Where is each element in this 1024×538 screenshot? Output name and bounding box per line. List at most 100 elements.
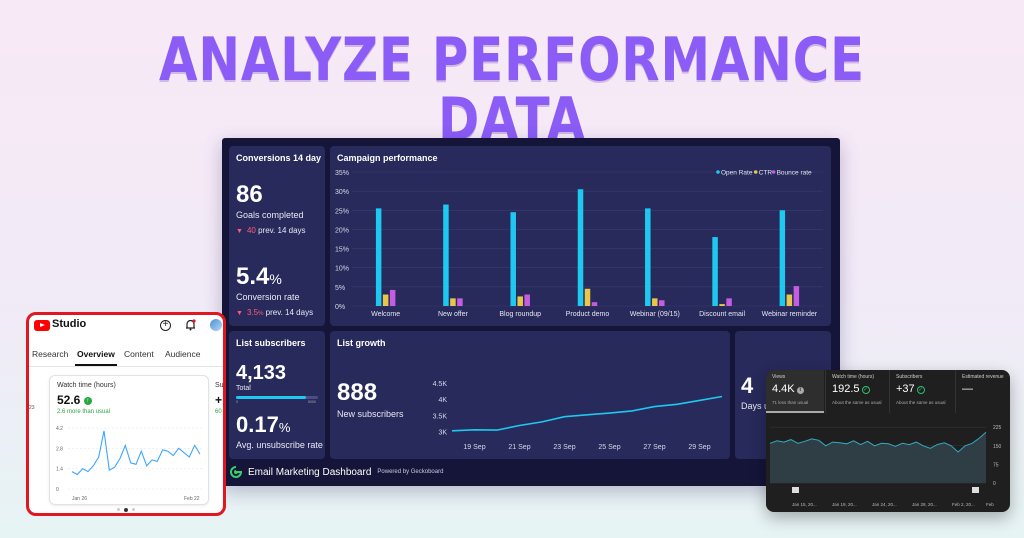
conversions-title: Conversions 14 day [236,153,322,163]
dashboard-footer: Email Marketing Dashboard Powered by Gec… [230,464,443,480]
bar-open-rate [577,189,584,306]
unsub-value-wrap: 0.17% [236,412,290,438]
dark-x-tick: Feb [986,502,994,507]
notification-bell-icon[interactable] [185,319,196,331]
bar-ctr [517,296,523,306]
watch-time-title: Watch time (hours) [57,382,116,389]
bar-y-tick: 35% [335,170,349,177]
video-marker-icon [972,487,979,493]
rate-prev: ▼ 3.5% prev. 14 days [236,308,313,317]
metric-views-value: 4.4K [772,383,795,395]
unsub-value: 0.17 [236,412,279,437]
dark-y-tick: 75 [993,462,999,468]
growth-x-tick: 29 Sep [688,444,710,451]
goals-label: Goals completed [236,210,304,220]
dark-y-tick: 150 [993,444,1002,450]
watch-time-card[interactable]: Watch time (hours) 52.6 ↑ 2.6 more than … [49,375,209,505]
bar-ctr [652,298,658,306]
metric-revenue-value: — [962,383,973,395]
yt-y-tick: 0 [56,487,59,493]
left-edge-mark: 23 [29,405,35,411]
legend-dot [771,170,776,174]
bar-ctr [719,304,725,306]
carousel-dot-active[interactable] [124,508,128,512]
bar-y-tick: 10% [335,266,349,273]
metric-revenue-label: Estimated revenue [962,374,1004,380]
bar-y-tick: 25% [335,208,349,215]
list-growth-chart: 3K 3.5K 4K 4.5K 19 Sep 21 Sep 23 Sep 25 Sep 27 S… [433,381,723,451]
bar-x-label: Product demo [566,311,610,318]
tab-content[interactable]: Content [124,349,154,359]
subscribers-total: 4,133 [236,362,287,384]
watch-time-value-wrap: 52.6 ↑ [57,393,92,407]
next-card-title: Su [215,382,224,389]
bar-open-rate [712,237,718,306]
check-icon: ✓ [861,386,870,394]
growth-x-tick: 27 Sep [643,444,665,451]
bar-x-label: Webinar (09/15) [630,311,680,318]
rate-value: 5.4 [236,263,270,290]
metric-views-note: 71 less than usual [772,400,809,405]
bar-bounce-rate [726,298,732,306]
carousel-dot[interactable] [117,508,120,511]
dark-x-tick: Jan 19, 20... [832,502,857,507]
rate-prev-label: prev. 14 days [265,308,314,317]
bar-bounce-rate [457,298,463,306]
page-headline: ANALYZE PERFORMANCE DATA [159,25,865,155]
subscribers-total-label: Total [236,385,251,392]
avatar[interactable] [210,319,222,331]
email-marketing-dashboard: Conversions 14 day 86 Goals completed ▼ 4… [222,138,840,486]
campaign-title: Campaign performance [337,153,438,163]
bar-bounce-rate [524,294,530,306]
metric-watch-time[interactable]: Watch time (hours) 192.5 ✓ About the same… [825,370,888,413]
legend-label: CTR [759,170,773,177]
bar-open-rate [510,212,516,306]
metric-views[interactable]: Views 4.4K i 71 less than usual [766,370,824,413]
growth-x-tick: 25 Sep [598,444,620,451]
progress-min: 0 [236,400,238,404]
tab-research[interactable]: Research [32,349,69,359]
bar-ctr [382,294,389,306]
goals-prev-value: 40 [246,226,256,235]
bar-bounce-rate [591,302,598,306]
metric-subs-value: +37 [896,383,915,395]
metric-watch-value: 192.5 [832,383,860,395]
subscribers-progress [236,396,318,399]
bar-ctr [584,288,591,306]
dark-x-tick: Jan 28, 20... [912,502,937,507]
tab-overview[interactable]: Overview [77,349,115,359]
watch-time-value: 52.6 [57,393,81,407]
growth-x-tick: 23 Sep [553,444,575,451]
analytics-panel: Views 4.4K i 71 less than usual Watch tim… [766,370,1010,512]
bar-x-label: Welcome [371,311,400,318]
bar-y-tick: 30% [335,189,349,196]
goals-value: 86 [236,181,263,208]
yt-y-tick: 2.8 [56,446,63,452]
active-tab-indicator [75,364,117,366]
days-value: 4 [741,373,754,398]
create-icon[interactable]: + [160,320,171,331]
tab-audience[interactable]: Audience [165,349,201,359]
bar-open-rate [375,208,382,306]
legend-label: Open Rate [721,170,753,177]
carousel-dot[interactable] [132,508,135,511]
unsub-label: Avg. unsubscribe rate [236,440,323,450]
metric-views-value-wrap: 4.4K i [772,383,804,395]
bar-y-tick: 20% [335,227,349,234]
bar-open-rate [443,204,449,306]
yt-y-tick: 4.2 [56,426,63,432]
video-marker-icon [792,487,799,493]
metric-subscribers[interactable]: Subscribers +37 ✓ About the same as usual [889,370,954,413]
dark-x-tick: Jan 24, 20... [872,502,897,507]
metric-revenue[interactable]: Estimated revenue — [955,370,1010,413]
bar-bounce-rate [659,300,665,306]
rate-value-wrap: 5.4% [236,263,282,291]
analytics-area-chart: 225 150 75 0 Jan 15, 20... Jan 19, 20... Jan 2… [769,425,1002,507]
subscribers-title: List subscribers [236,338,306,348]
dark-y-tick: 225 [993,425,1002,431]
studio-logo-text: Studio [52,318,87,330]
campaign-bar-chart: 0% 5% 10% 15% 20% 25% 30% 35% Welcome New offer Bl… [335,170,823,318]
rate-prev-value: 3.5 [246,308,259,317]
legend-label: Bounce rate [777,170,812,177]
growth-label: New subscribers [337,409,404,419]
